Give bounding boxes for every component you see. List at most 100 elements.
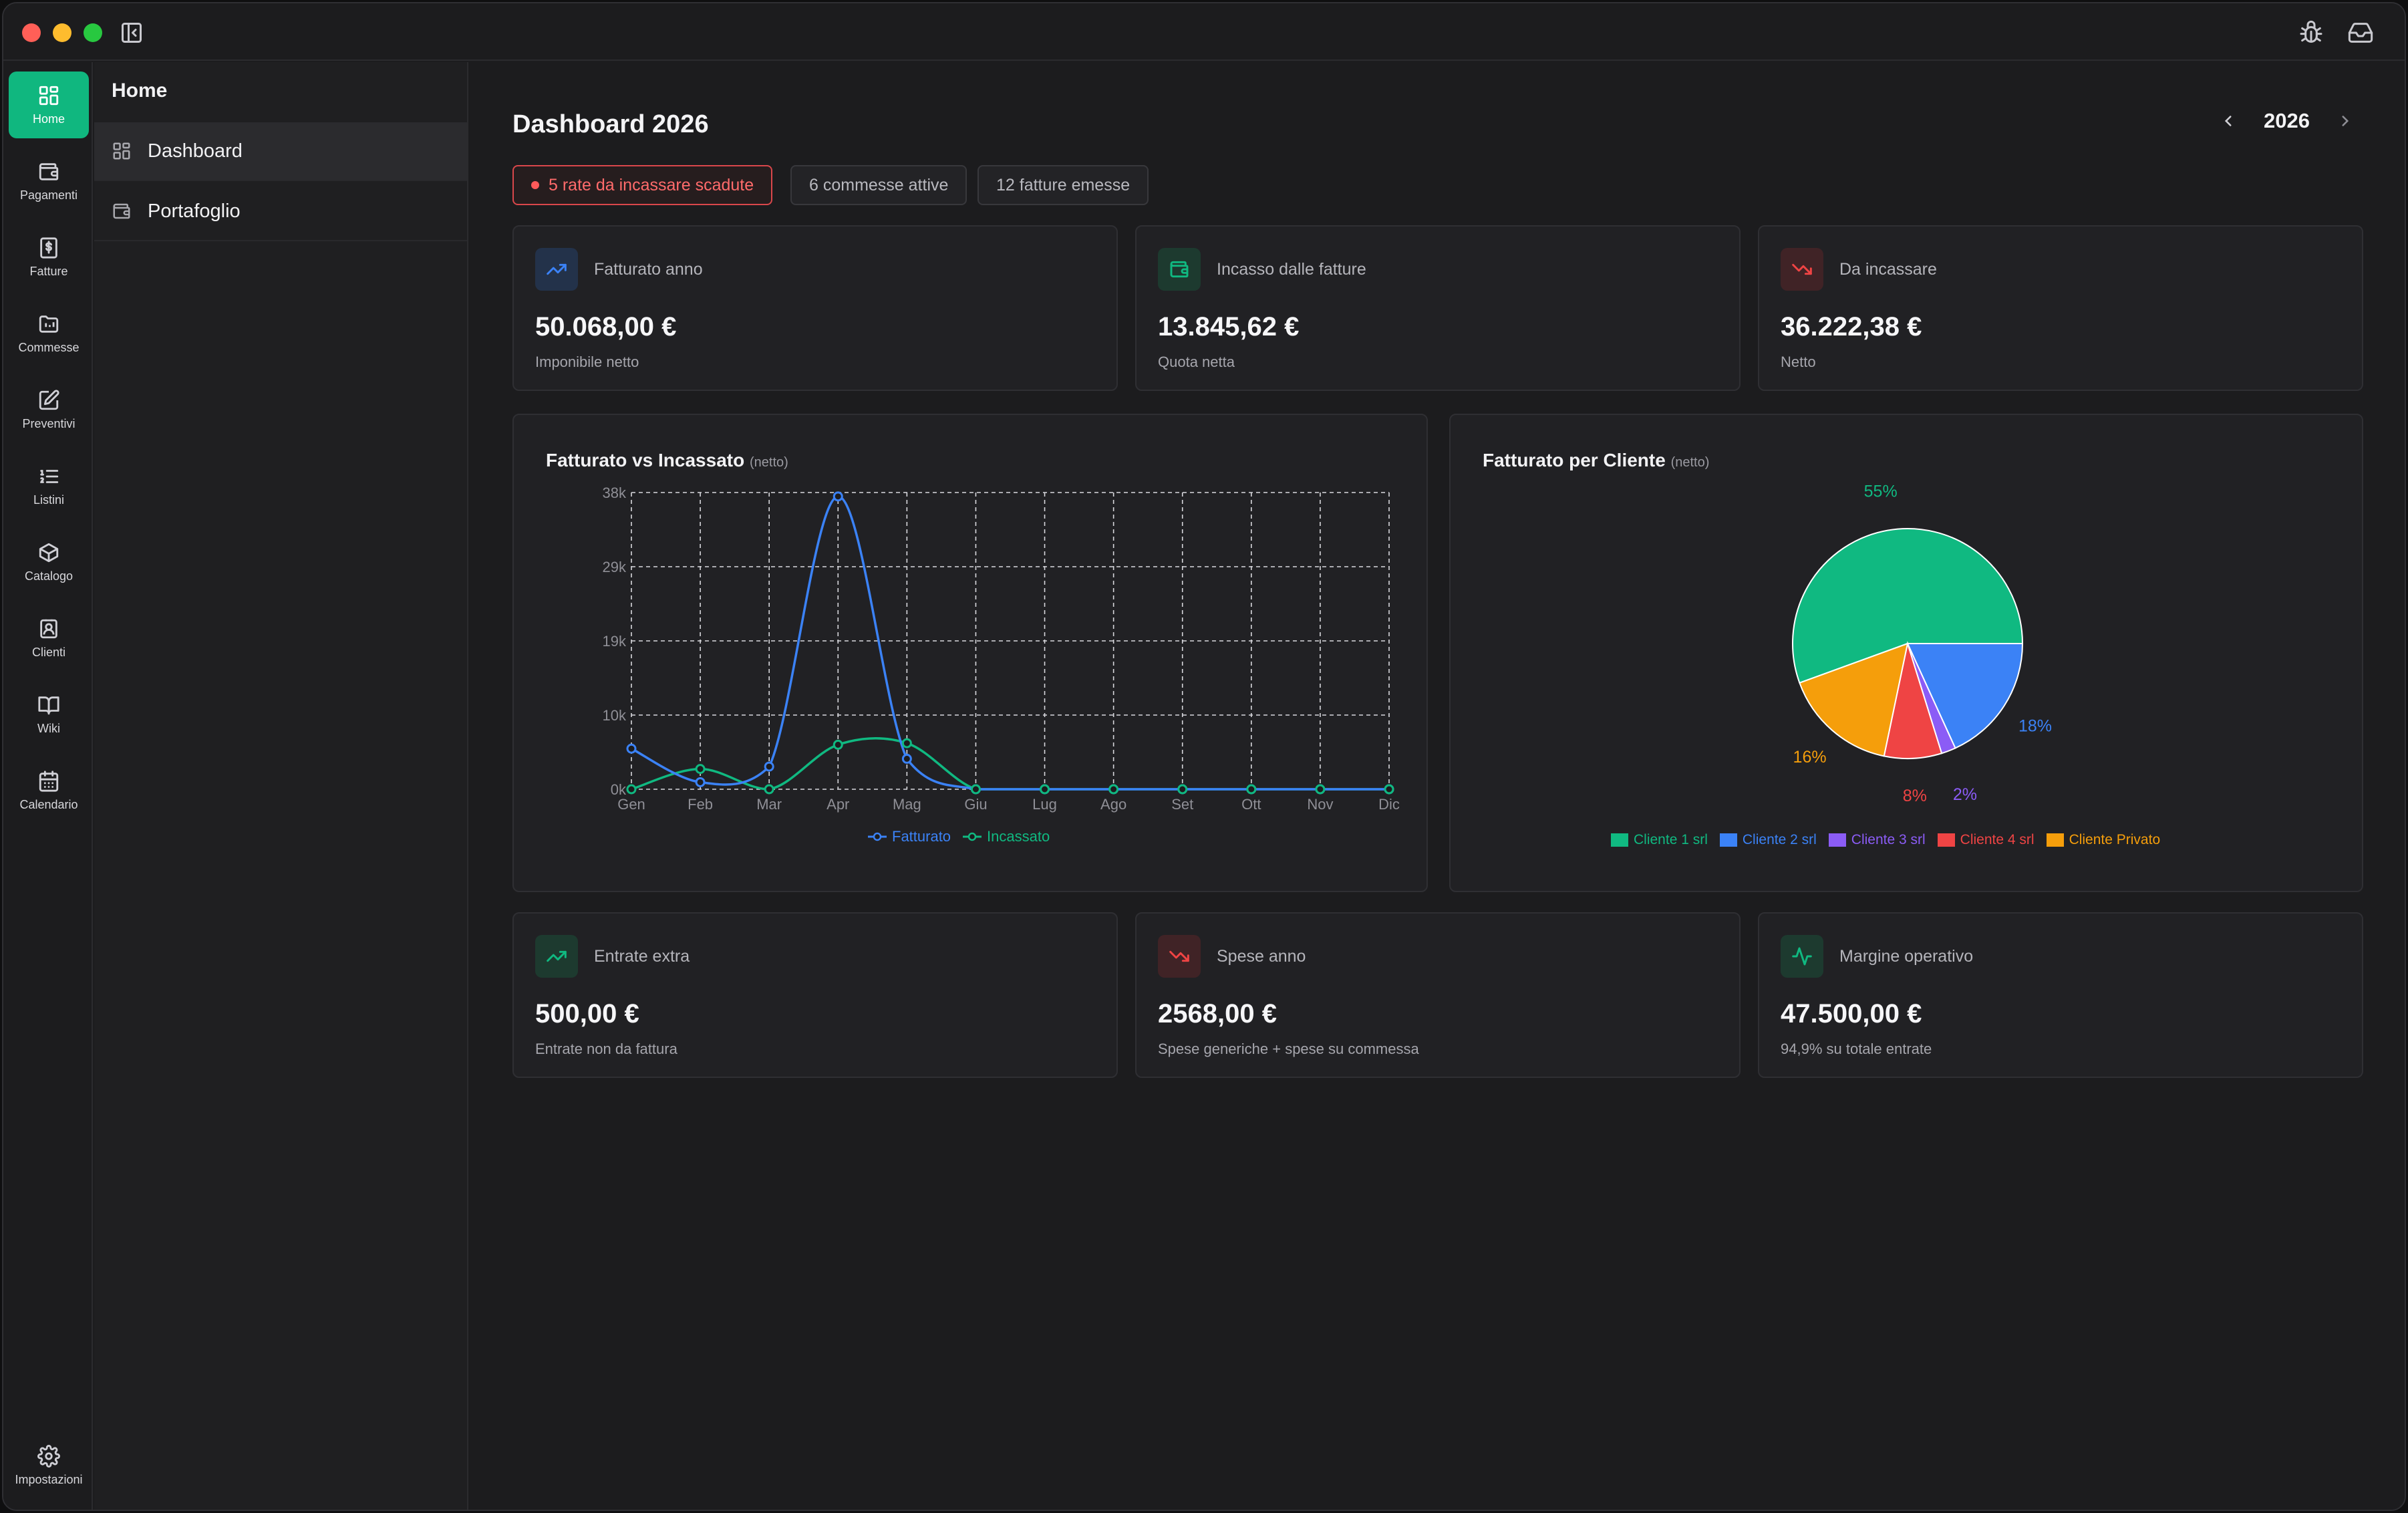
rail-label: Wiki (37, 721, 60, 735)
data-point-incassato[interactable] (695, 764, 706, 775)
data-point-fatturato[interactable] (833, 491, 843, 502)
kpi-card-entrate-extra: Entrate extra 500,00 € Entrate non da fa… (512, 912, 1118, 1078)
kpi-value: 36.222,38 € (1781, 312, 1922, 341)
legend-item[interactable]: Cliente Privato (2046, 832, 2160, 848)
subnav-panel: Home Dashboard Portafoglio (94, 62, 468, 1510)
legend-swatch-icon (1611, 833, 1628, 847)
legend-line-marker-icon (963, 832, 982, 841)
pie-slice[interactable] (1799, 642, 1909, 757)
folder-chart-icon (39, 315, 59, 333)
issued-invoices-badge[interactable]: 12 fatture emesse (977, 165, 1149, 205)
kpi-card-spese: Spese anno 2568,00 € Spese generiche + s… (1135, 912, 1741, 1078)
rail-item-commesse[interactable]: Commesse (9, 300, 89, 367)
icon-rail: Home Pagamenti Fatture Commesse Preventi… (3, 62, 93, 1510)
chevron-left-icon[interactable] (2220, 112, 2237, 130)
legend-label: Cliente 1 srl (1634, 832, 1708, 847)
chart-title-text: Fatturato vs Incassato (546, 450, 745, 470)
active-orders-badge[interactable]: 6 commesse attive (790, 165, 967, 205)
data-point-incassato[interactable] (1108, 784, 1119, 795)
rail-item-fatture[interactable]: Fatture (9, 224, 89, 291)
kpi-subtitle: Imponibile netto (535, 354, 639, 370)
kpi-label: Da incassare (1839, 260, 1937, 279)
data-point-incassato[interactable] (1384, 784, 1394, 795)
pie-slice-label: 16% (1793, 748, 1827, 767)
grid-icon (39, 86, 59, 105)
rail-item-wiki[interactable]: Wiki (9, 681, 89, 748)
legend-label: Cliente 2 srl (1742, 832, 1817, 847)
list-icon (40, 469, 59, 483)
data-point-incassato[interactable] (970, 784, 981, 795)
legend-item[interactable]: Cliente 3 srl (1828, 832, 1926, 848)
data-point-fatturato[interactable] (901, 753, 912, 764)
x-tick-label: Feb (688, 796, 713, 813)
subnav-item-dashboard[interactable]: Dashboard (94, 122, 467, 181)
rail-label: Clienti (31, 645, 66, 659)
legend-item[interactable]: Cliente 4 srl (1937, 832, 2035, 848)
rail-label: Catalogo (24, 569, 73, 583)
data-point-incassato[interactable] (1040, 784, 1050, 795)
overdue-installments-badge[interactable]: 5 rate da incassare scadute (512, 165, 773, 205)
data-point-incassato[interactable] (901, 738, 912, 748)
rail-item-preventivi[interactable]: Preventivi (9, 376, 89, 443)
data-point-incassato[interactable] (1177, 784, 1188, 795)
rail-item-impostazioni[interactable]: Impostazioni (9, 1432, 89, 1499)
kpi-icon-box (535, 248, 578, 291)
rail-item-clienti[interactable]: Clienti (9, 605, 89, 672)
rail-label: Pagamenti (19, 188, 78, 202)
minimize-window-button[interactable] (53, 23, 71, 42)
data-point-incassato[interactable] (626, 784, 637, 795)
inbox-icon[interactable] (2347, 19, 2374, 46)
rail-item-pagamenti[interactable]: Pagamenti (9, 148, 89, 215)
data-point-fatturato[interactable] (626, 743, 637, 754)
rail-label: Impostazioni (15, 1472, 83, 1486)
data-point-fatturato[interactable] (695, 777, 706, 787)
kpi-icon-box (1158, 935, 1201, 978)
grid-icon (113, 142, 130, 160)
data-point-incassato[interactable] (1246, 784, 1257, 795)
series-line-fatturato (631, 495, 1389, 791)
pie-slice[interactable] (1792, 528, 2024, 684)
kpi-icon-box (535, 935, 578, 978)
pie-slice[interactable] (1906, 643, 2024, 749)
pill-label: 12 fatture emesse (996, 175, 1131, 194)
data-point-fatturato[interactable] (764, 761, 774, 772)
x-tick-label: Apr (826, 796, 849, 813)
bug-icon[interactable] (2298, 19, 2324, 46)
y-tick-label: 19k (603, 633, 627, 650)
rail-item-catalogo[interactable]: Catalogo (9, 529, 89, 595)
chevron-right-icon[interactable] (2337, 112, 2354, 130)
maximize-window-button[interactable] (84, 23, 102, 42)
rail-label: Calendario (19, 797, 78, 811)
sidebar-toggle-icon[interactable] (120, 21, 144, 45)
data-point-incassato[interactable] (1315, 784, 1326, 795)
kpi-subtitle: Entrate non da fattura (535, 1041, 678, 1057)
x-tick-label: Gen (617, 796, 645, 813)
pie-slice-label: 8% (1903, 787, 1927, 805)
close-window-button[interactable] (22, 23, 41, 42)
title-bar (3, 3, 2405, 61)
kpi-card-da-incassare: Da incassare 36.222,38 € Netto (1758, 225, 2363, 391)
legend-item-incassato[interactable]: Incassato (963, 828, 1050, 845)
subnav-item-portafoglio[interactable]: Portafoglio (94, 182, 467, 241)
rail-item-home[interactable]: Home (9, 72, 89, 138)
x-tick-label: Ago (1100, 796, 1126, 813)
rail-item-calendario[interactable]: Calendario (9, 757, 89, 824)
kpi-label: Spese anno (1217, 947, 1306, 966)
y-tick-label: 29k (603, 559, 627, 575)
wallet-icon (1170, 261, 1189, 278)
data-point-incassato[interactable] (833, 739, 843, 750)
legend-label: Cliente 3 srl (1851, 832, 1926, 847)
chart-title-text: Fatturato per Cliente (1483, 450, 1666, 470)
x-tick-label: Ott (1241, 796, 1261, 813)
x-tick-label: Giu (964, 796, 987, 813)
gear-icon (37, 1444, 60, 1468)
kpi-value: 13.845,62 € (1158, 312, 1300, 341)
kpi-value: 47.500,00 € (1781, 999, 1922, 1028)
legend-item[interactable]: Cliente 1 srl (1611, 832, 1708, 848)
data-point-incassato[interactable] (764, 784, 774, 795)
pie-chart-legend: Cliente 1 srl Cliente 2 srl Cliente 3 srl C… (1611, 832, 2160, 848)
legend-line-marker-icon (868, 832, 887, 841)
legend-item-fatturato[interactable]: Fatturato (868, 828, 951, 845)
legend-item[interactable]: Cliente 2 srl (1719, 832, 1817, 848)
rail-item-listini[interactable]: Listini (9, 452, 89, 519)
